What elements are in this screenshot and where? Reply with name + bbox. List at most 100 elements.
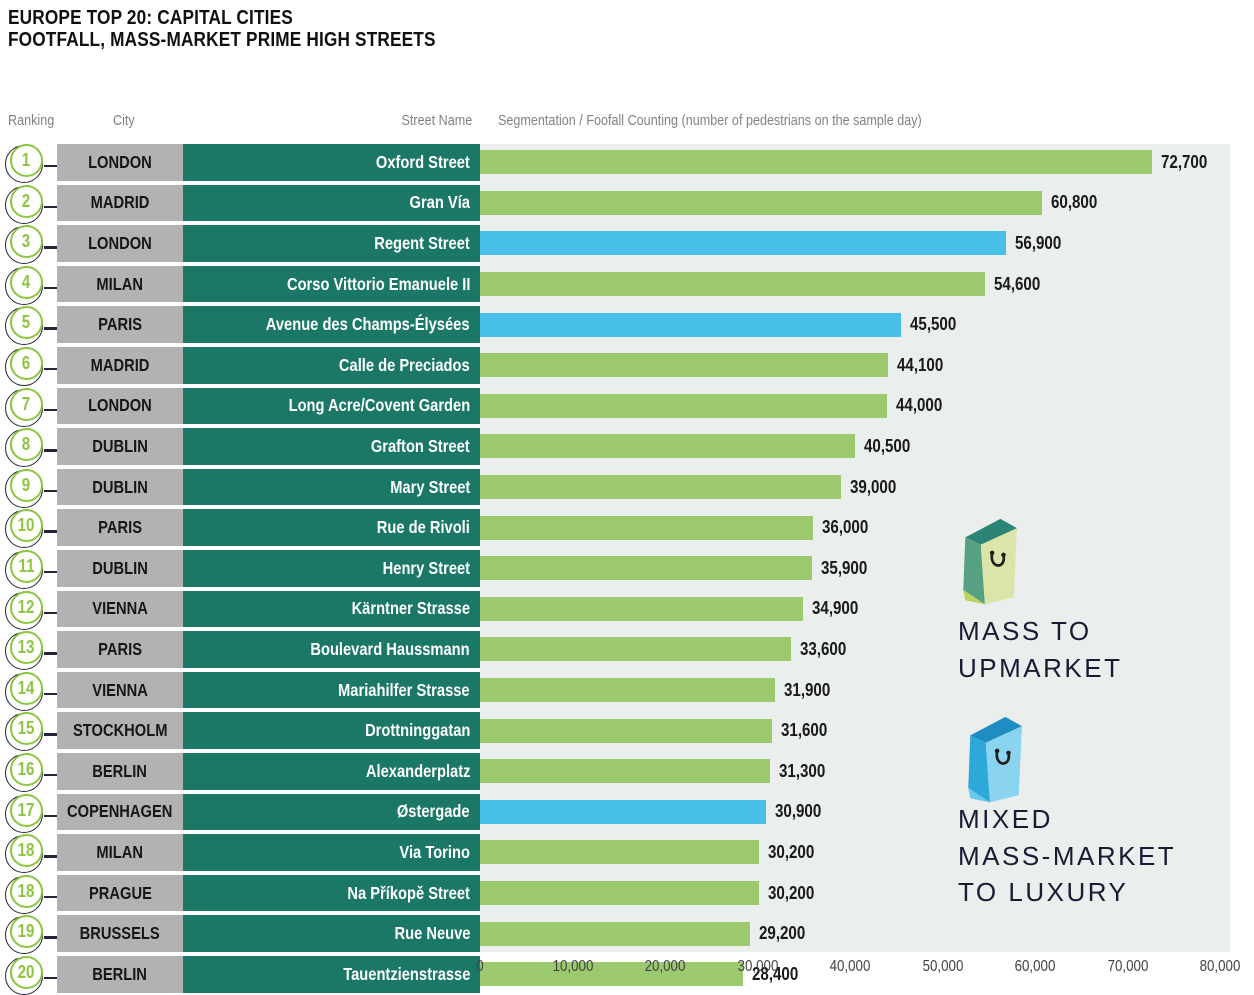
- rank-connector: [44, 165, 57, 168]
- footfall-value-text: 44,000: [896, 395, 943, 416]
- rank-number: 3: [22, 231, 31, 252]
- shopping-bag-icon-mass: [963, 518, 1017, 605]
- rank-connector: [44, 489, 57, 493]
- legend-label-mixed-mass-market-to-luxury: MIXED MASS-MARKET TO LUXURY: [958, 804, 1177, 907]
- table-row: 3 LONDON Regent Street 56,900: [0, 225, 1254, 265]
- rank-badge: 2: [10, 184, 43, 218]
- footfall-value: 72,700: [1161, 144, 1216, 181]
- city-label: BERLIN: [92, 760, 148, 781]
- legend-label-mass-to-upmarket: MASS TO UPMARKET: [958, 616, 1123, 683]
- table-row: 18 MILAN Via Torino 30,200: [0, 834, 1254, 874]
- rank-badge: 20: [10, 956, 43, 989]
- x-axis-tick: 20,000: [644, 958, 686, 975]
- street-cell: Tauentzienstrasse: [183, 956, 480, 993]
- footfall-value: 34,900: [812, 591, 867, 628]
- rank-connector: [44, 855, 57, 858]
- footfall-value: 35,900: [821, 550, 876, 587]
- city-cell: COPENHAGEN: [57, 793, 183, 831]
- chart-title-line1: EUROPE TOP 20: CAPITAL CITIES: [8, 6, 293, 29]
- rank-number: 11: [18, 556, 35, 576]
- rank-connector: [44, 895, 57, 899]
- table-row: 7 LONDON Long Acre/Covent Garden 44,000: [0, 387, 1254, 427]
- rank-number: 7: [22, 393, 31, 414]
- rank-connector: [44, 977, 57, 980]
- city-label: DUBLIN: [92, 435, 148, 456]
- footfall-value-text: 44,100: [896, 354, 944, 375]
- footfall-value-text: 31,300: [778, 760, 825, 781]
- footfall-value: 56,900: [1015, 225, 1070, 262]
- x-axis-tick: 80,000: [1199, 958, 1241, 975]
- street-label: Regent Street: [374, 232, 470, 253]
- street-cell: Rue Neuve: [183, 915, 480, 952]
- city-cell: DUBLIN: [57, 468, 183, 506]
- footfall-value-text: 28,400: [751, 963, 798, 984]
- city-cell: VIENNA: [57, 671, 183, 709]
- rank-connector: [44, 692, 57, 696]
- footfall-bar: [480, 881, 760, 906]
- rank-badge: 13: [10, 631, 43, 665]
- city-label: PARIS: [98, 638, 142, 659]
- city-cell: MADRID: [57, 184, 183, 222]
- rank-number: 20: [18, 962, 35, 982]
- footfall-value: 44,000: [896, 388, 951, 425]
- table-row: 15 STOCKHOLM Drottninggatan 31,600: [0, 712, 1254, 752]
- rank-connector: [44, 286, 57, 290]
- rank-number: 14: [18, 677, 35, 698]
- street-cell: Drottninggatan: [183, 712, 480, 749]
- footfall-value-text: 34,900: [811, 598, 859, 619]
- street-cell: Oxford Street: [183, 144, 480, 181]
- street-cell: Mariahilfer Strasse: [183, 671, 480, 709]
- table-row: 2 MADRID Gran Vía 60,800: [0, 184, 1254, 224]
- rank-connector: [44, 408, 57, 411]
- table-row: 16 BERLIN Alexanderplatz 31,300: [0, 753, 1254, 792]
- street-cell: Boulevard Haussmann: [183, 631, 480, 668]
- city-cell: BERLIN: [57, 956, 183, 993]
- street-label: Oxford Street: [376, 151, 470, 172]
- footfall-value: 39,000: [850, 469, 905, 506]
- rank-connector: [44, 368, 57, 371]
- table-row: 9 DUBLIN Mary Street 39,000: [0, 468, 1254, 508]
- rank-badge: 16: [10, 753, 43, 786]
- footfall-value: 36,000: [822, 509, 877, 546]
- rank-connector: [44, 814, 57, 817]
- city-cell: PARIS: [57, 631, 183, 668]
- city-cell: LONDON: [57, 144, 183, 181]
- rank-badge: 7: [10, 387, 43, 421]
- footfall-value-text: 31,600: [781, 720, 828, 741]
- rank-connector: [44, 611, 57, 614]
- rank-connector: [44, 449, 57, 452]
- footfall-bar: [480, 678, 776, 703]
- street-cell: Kärntner Strasse: [183, 590, 480, 628]
- city-cell: DUBLIN: [57, 428, 183, 465]
- city-label: VIENNA: [92, 679, 148, 700]
- rank-badge: 11: [10, 550, 43, 583]
- rank-number: 8: [22, 434, 31, 455]
- rank-connector: [44, 652, 57, 655]
- rank-badge: 14: [10, 671, 43, 705]
- footfall-value: 31,300: [779, 753, 834, 790]
- rank-badge: 17: [10, 793, 43, 827]
- x-axis-tick: 40,000: [829, 958, 871, 975]
- street-label: Mariahilfer Strasse: [338, 679, 470, 700]
- street-cell: Alexanderplatz: [183, 753, 480, 790]
- street-label: Alexanderplatz: [365, 760, 470, 781]
- footfall-value: 60,800: [1051, 185, 1106, 222]
- footfall-bar: [480, 515, 813, 540]
- city-label: LONDON: [88, 151, 152, 172]
- footfall-value: 40,500: [864, 428, 919, 465]
- city-label: MADRID: [90, 192, 150, 213]
- city-cell: LONDON: [57, 387, 183, 425]
- city-label: PRAGUE: [88, 882, 152, 903]
- rank-number: 9: [22, 474, 31, 495]
- footfall-value-text: 60,800: [1051, 192, 1098, 213]
- rank-number: 19: [18, 921, 35, 942]
- rank-badge: 8: [10, 428, 43, 462]
- rank-number: 17: [18, 799, 35, 820]
- footfall-value: 31,900: [784, 672, 839, 709]
- x-axis-tick: 30,000: [737, 958, 778, 975]
- x-axis-tick: 10,000: [552, 958, 593, 975]
- table-row: 1 LONDON Oxford Street 72,700: [0, 144, 1254, 183]
- street-label: Gran Vía: [409, 192, 470, 213]
- street-label: Tauentzienstrasse: [342, 963, 470, 984]
- footfall-bar: [480, 962, 743, 987]
